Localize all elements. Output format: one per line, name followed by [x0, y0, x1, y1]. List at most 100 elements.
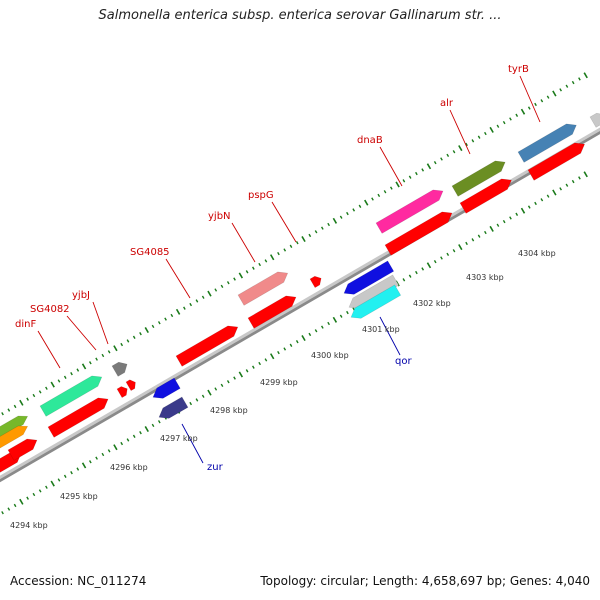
upper-tick — [157, 321, 161, 325]
tick-label: 4302 kbp — [413, 299, 451, 308]
upper-tick — [395, 181, 400, 188]
leader-line — [379, 146, 403, 187]
label-leader-lines — [37, 75, 541, 464]
upper-tick — [509, 117, 512, 121]
lower-tick — [277, 350, 280, 355]
lower-tick — [552, 189, 557, 196]
upper-tick — [320, 226, 324, 230]
gene-label-zur: zur — [207, 462, 224, 473]
scale-ticks-lower — [1, 171, 588, 515]
cds-alr — [451, 160, 506, 197]
upper-tick — [358, 204, 362, 208]
scale-ticks-upper — [1, 72, 588, 416]
lower-tick — [327, 321, 330, 326]
lower-tick — [50, 480, 55, 487]
upper-tick — [308, 233, 312, 238]
lower-tick — [38, 489, 42, 493]
upper-tick — [195, 299, 199, 303]
upper-tick — [371, 197, 374, 201]
lower-tick — [546, 194, 550, 198]
cds-small-red — [309, 275, 322, 289]
lower-tick — [540, 198, 544, 202]
lower-tick — [452, 249, 456, 253]
upper-tick — [245, 270, 249, 274]
leader-line — [66, 315, 97, 351]
lower-tick — [139, 431, 142, 435]
lower-tick — [70, 471, 73, 475]
upper-tick — [264, 259, 268, 263]
tick-label: 4296 kbp — [110, 463, 148, 472]
lower-tick — [471, 238, 475, 242]
cds-sg4082-red — [47, 397, 109, 438]
lower-tick — [534, 201, 537, 206]
lower-tick — [32, 492, 36, 497]
leader-line — [37, 330, 61, 369]
lower-tick — [489, 225, 494, 232]
leader-line — [519, 75, 541, 123]
upper-tick — [81, 363, 87, 370]
lower-tick — [45, 485, 48, 489]
lower-tick — [76, 467, 80, 471]
upper-tick — [170, 313, 174, 318]
upper-tick — [489, 126, 494, 133]
upper-tick — [327, 222, 330, 227]
cds-next — [589, 112, 600, 128]
lower-tick — [477, 234, 481, 238]
lower-tick — [426, 262, 432, 269]
upper-tick — [70, 372, 73, 376]
cds-red — [7, 438, 38, 461]
upper-tick — [565, 84, 569, 88]
upper-tick — [120, 342, 124, 347]
cds-small-red — [125, 379, 136, 392]
tick-label: 4295 kbp — [60, 492, 98, 501]
lower-tick — [101, 452, 105, 457]
lower-tick — [144, 426, 149, 433]
cds-qor-cyan — [350, 284, 402, 319]
lower-tick — [295, 340, 299, 344]
upper-tick — [139, 332, 142, 336]
lower-tick — [113, 444, 118, 451]
lower-tick — [252, 365, 255, 369]
lower-tick — [402, 278, 406, 282]
upper-tick — [57, 379, 61, 383]
lower-tick — [415, 270, 418, 275]
leader-line — [449, 109, 471, 155]
upper-tick — [402, 179, 406, 183]
upper-tick — [226, 281, 230, 285]
upper-tick — [520, 108, 526, 115]
cds-tyrb-red — [527, 142, 586, 181]
lower-tick — [308, 332, 312, 337]
backbone-line — [0, 127, 600, 480]
upper-tick — [164, 317, 167, 321]
upper-tick — [471, 139, 475, 143]
lower-tick — [433, 259, 437, 264]
upper-tick — [452, 150, 456, 154]
upper-tick — [477, 135, 481, 139]
lower-tick — [258, 361, 261, 366]
upper-tick — [571, 80, 575, 85]
gene-label-sg4085: SG4085 — [130, 247, 170, 258]
gene-label-dinf: dinF — [15, 319, 36, 330]
tick-label: 4299 kbp — [260, 378, 298, 387]
upper-tick — [458, 145, 463, 152]
cds-alr-red — [459, 178, 512, 214]
leader-line — [92, 301, 109, 345]
lower-tick — [565, 183, 569, 187]
lower-tick — [120, 441, 124, 446]
upper-tick — [63, 375, 67, 379]
lower-tick — [238, 371, 244, 378]
lower-tick — [520, 207, 526, 214]
lower-tick — [189, 401, 193, 406]
tick-label: 4294 kbp — [10, 521, 48, 530]
lower-tick — [484, 230, 487, 235]
gene-label-alr: alr — [440, 98, 454, 109]
upper-tick — [583, 72, 588, 79]
upper-tick — [7, 408, 11, 412]
gene-label-sg4082: SG4082 — [30, 304, 70, 315]
upper-tick — [552, 90, 557, 97]
lower-tick — [1, 511, 4, 515]
leader-line — [181, 423, 204, 464]
lower-tick — [57, 478, 61, 482]
upper-tick — [45, 386, 48, 390]
